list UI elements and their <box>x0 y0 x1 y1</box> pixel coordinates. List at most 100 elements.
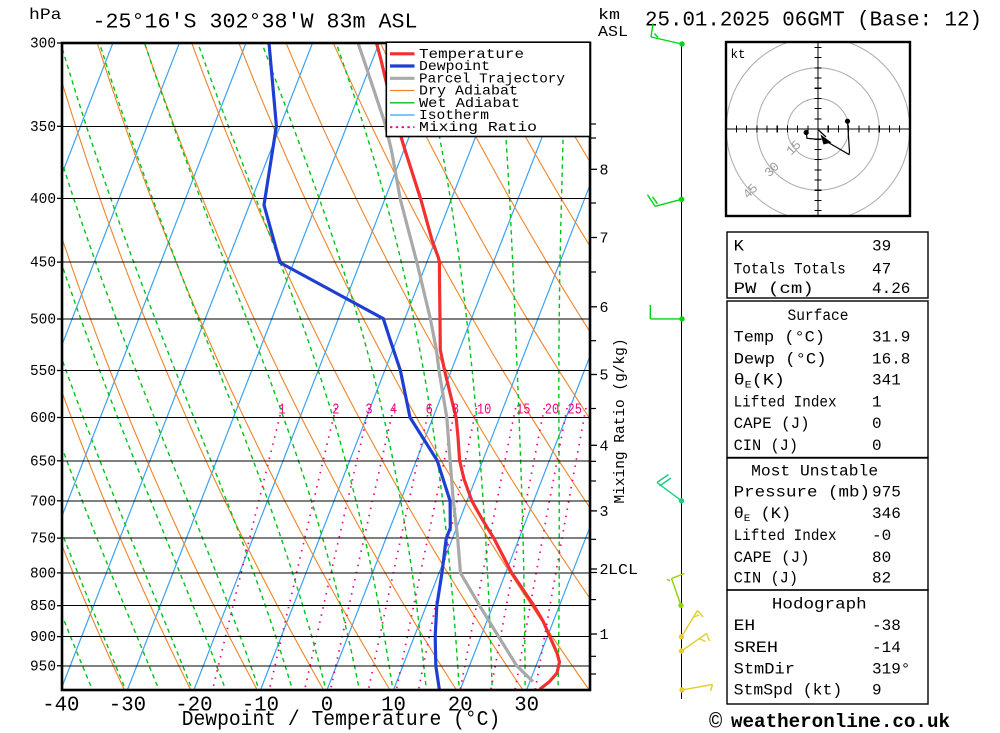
svg-text:346: 346 <box>872 505 901 523</box>
svg-text:82: 82 <box>872 570 891 588</box>
svg-text:16.8: 16.8 <box>872 351 910 369</box>
svg-text:20: 20 <box>448 695 473 718</box>
svg-text:Pressure (mb): Pressure (mb) <box>734 484 870 502</box>
svg-text:3: 3 <box>365 403 372 419</box>
svg-text:600: 600 <box>30 411 56 427</box>
svg-text:LCL: LCL <box>608 563 638 579</box>
svg-text:25: 25 <box>568 403 582 419</box>
svg-text:Mixing Ratio: Mixing Ratio <box>419 120 537 136</box>
svg-text:SREH: SREH <box>734 639 778 657</box>
svg-text:47: 47 <box>872 260 891 278</box>
svg-text:Dry Adiabat: Dry Adiabat <box>419 84 518 100</box>
svg-text:800: 800 <box>30 566 56 582</box>
svg-text:-20: -20 <box>175 695 212 718</box>
svg-text:341: 341 <box>872 371 901 389</box>
svg-text:-40: -40 <box>42 695 79 718</box>
svg-text:CIN (J): CIN (J) <box>734 437 799 455</box>
svg-text:Dewpoint / Temperature (°C): Dewpoint / Temperature (°C) <box>182 709 501 732</box>
svg-text:Dewp (°C): Dewp (°C) <box>734 351 827 369</box>
svg-text:8: 8 <box>452 403 459 419</box>
svg-text:θE(K): θ E(K) <box>734 371 785 391</box>
svg-text:PW (cm): PW (cm) <box>734 280 814 298</box>
svg-text:30: 30 <box>514 695 539 718</box>
svg-text:EH: EH <box>734 617 756 635</box>
svg-text:450: 450 <box>30 256 56 272</box>
svg-text:45: 45 <box>740 181 761 202</box>
svg-text:7: 7 <box>600 232 609 248</box>
svg-text:CAPE (J): CAPE (J) <box>734 549 810 567</box>
svg-text:Temperature: Temperature <box>419 48 524 63</box>
svg-text:550: 550 <box>30 364 56 380</box>
svg-text:-30: -30 <box>109 695 146 718</box>
svg-text:hPa: hPa <box>29 6 62 24</box>
svg-text:CAPE (J): CAPE (J) <box>734 415 810 433</box>
svg-text:39: 39 <box>872 237 891 255</box>
svg-text:Lifted Index: Lifted Index <box>734 394 837 412</box>
svg-text:Isotherm: Isotherm <box>419 108 489 124</box>
svg-text:weatheronline.co.uk: weatheronline.co.uk <box>731 711 950 733</box>
svg-text:650: 650 <box>30 454 56 470</box>
svg-text:ASL: ASL <box>598 24 628 41</box>
svg-text:300: 300 <box>30 37 56 53</box>
svg-text:-38: -38 <box>872 617 901 635</box>
svg-text:750: 750 <box>30 532 56 548</box>
svg-text:Mixing Ratio (g/kg): Mixing Ratio (g/kg) <box>613 339 629 504</box>
svg-text:StmSpd (kt): StmSpd (kt) <box>734 681 843 699</box>
svg-text:850: 850 <box>30 599 56 615</box>
svg-text:0: 0 <box>321 695 333 718</box>
svg-text:2: 2 <box>332 403 339 419</box>
svg-text:Dewpoint: Dewpoint <box>419 59 490 75</box>
svg-text:kt: kt <box>731 47 746 62</box>
svg-text:CIN (J): CIN (J) <box>734 570 799 588</box>
svg-text:Temp (°C): Temp (°C) <box>734 329 825 347</box>
svg-text:km: km <box>598 7 620 24</box>
svg-text:4: 4 <box>600 439 609 455</box>
svg-text:1: 1 <box>872 394 882 412</box>
svg-text:3: 3 <box>600 505 609 521</box>
svg-text:9: 9 <box>872 681 882 699</box>
svg-text:0: 0 <box>872 437 882 455</box>
svg-text:15: 15 <box>516 403 530 419</box>
svg-text:30: 30 <box>762 159 783 180</box>
svg-text:10: 10 <box>477 403 491 419</box>
svg-text:4: 4 <box>390 403 397 419</box>
svg-text:6: 6 <box>426 403 433 419</box>
svg-text:4.26: 4.26 <box>872 280 910 298</box>
svg-text:©: © <box>709 710 722 733</box>
svg-text:20: 20 <box>545 403 559 419</box>
svg-text:400: 400 <box>30 192 56 208</box>
svg-text:975: 975 <box>872 484 901 502</box>
svg-text:Lifted Index: Lifted Index <box>734 527 837 545</box>
svg-text:0: 0 <box>872 415 882 433</box>
svg-text:Surface: Surface <box>788 307 849 325</box>
svg-text:31.9: 31.9 <box>872 329 910 347</box>
svg-text:θE (K): θE (K) <box>734 505 792 525</box>
svg-text:900: 900 <box>30 630 56 646</box>
svg-text:-14: -14 <box>872 639 901 657</box>
svg-text:-25°16'S 302°38'W 83m ASL: -25°16'S 302°38'W 83m ASL <box>93 12 418 35</box>
svg-text:10: 10 <box>381 695 406 718</box>
svg-text:350: 350 <box>30 120 56 136</box>
svg-text:5: 5 <box>600 369 609 385</box>
svg-text:15: 15 <box>783 138 804 159</box>
svg-text:Parcel Trajectory: Parcel Trajectory <box>419 71 565 87</box>
svg-text:1: 1 <box>278 403 285 419</box>
svg-text:-10: -10 <box>242 695 279 718</box>
svg-text:80: 80 <box>872 549 891 567</box>
svg-text:950: 950 <box>30 659 56 675</box>
svg-text:319°: 319° <box>872 661 910 679</box>
svg-text:Wet Adiabat: Wet Adiabat <box>419 96 520 112</box>
svg-text:500: 500 <box>30 313 56 329</box>
svg-text:700: 700 <box>30 494 56 510</box>
svg-text:-0: -0 <box>872 527 891 545</box>
svg-text:6: 6 <box>600 301 609 317</box>
svg-text:1: 1 <box>600 628 609 644</box>
svg-text:K: K <box>734 237 745 255</box>
svg-text:Totals Totals: Totals Totals <box>734 260 846 278</box>
svg-text:Hodograph: Hodograph <box>772 595 867 613</box>
svg-text:StmDir: StmDir <box>734 661 795 679</box>
svg-text:Most Unstable: Most Unstable <box>751 462 878 480</box>
svg-text:8: 8 <box>600 163 609 179</box>
svg-text:25.01.2025 06GMT (Base: 12): 25.01.2025 06GMT (Base: 12) <box>645 10 982 33</box>
svg-text:2: 2 <box>600 563 609 579</box>
